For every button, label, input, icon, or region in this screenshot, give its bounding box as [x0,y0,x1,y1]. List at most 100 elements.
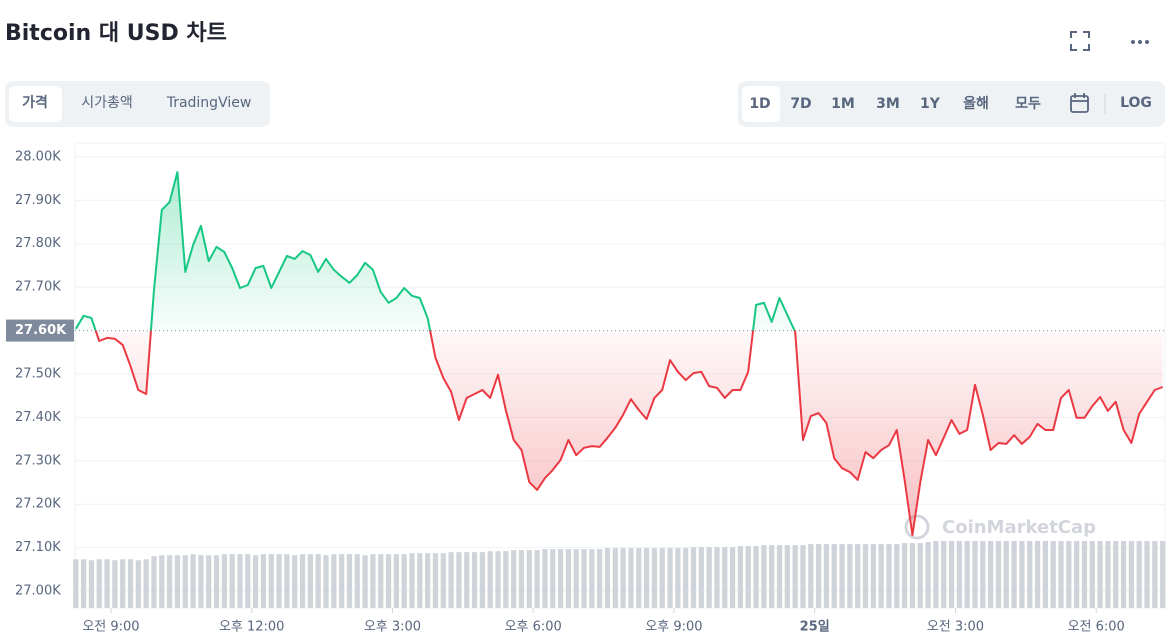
log-toggle[interactable]: LOG [1120,95,1152,111]
range-button[interactable]: 올해 [963,95,989,112]
volume-bar [761,545,767,608]
volume-bar [557,549,564,608]
y-tick-label: 27.90K [15,193,61,208]
range-button[interactable]: 1D [749,96,770,112]
volume-bar [878,544,884,608]
volume-bar [1019,541,1025,608]
volume-bar [518,550,525,608]
volume-bar [417,553,423,608]
volume-bar [198,555,204,608]
chart-title: Bitcoin 대 USD 차트 [5,21,227,46]
range-button[interactable]: 모두 [1015,96,1041,112]
volume-bar [988,541,994,608]
volume-bar [643,548,650,608]
volume-bar [542,549,548,608]
x-tick-label: 25일 [800,620,830,635]
volume-bar [1003,541,1009,608]
volume-bar [683,548,689,608]
volume-bar [902,543,908,608]
volume-bar [784,545,790,608]
tab-button[interactable]: 가격 [22,94,48,111]
volume-bar [268,554,274,608]
tab-button[interactable]: TradingView [166,95,252,111]
volume-bar [440,553,446,608]
volume-bar [331,554,337,608]
y-tick-label: 27.30K [15,453,61,468]
volume-bar [456,552,462,608]
volume-bar [471,552,478,608]
volume-bar [135,560,141,608]
y-tick-label: 27.50K [15,366,61,381]
volume-bar [925,542,931,608]
y-tick-label: 27.00K [15,584,61,599]
volume-bar [370,554,376,608]
fullscreen-icon[interactable] [1070,31,1090,51]
y-tick-label: 27.10K [15,540,61,555]
calendar-icon[interactable] [1070,93,1089,113]
volume-bar [1105,541,1111,608]
volume-bar [659,548,665,608]
tab-group [5,81,270,127]
volume-bar [127,559,134,608]
volume-bar [73,559,79,608]
y-tick-label: 27.80K [15,236,61,251]
volume-bar [597,549,603,608]
volume-bar [229,554,235,608]
x-tick-label: 오전 3:00 [927,620,984,635]
volume-bar [886,544,892,608]
volume-bar [870,544,876,608]
volume-bar [260,554,267,608]
volume-bar [589,549,595,608]
volume-bar [800,545,806,608]
volume-bar [745,546,751,608]
volume-bar [729,547,736,608]
volume-bar [612,548,618,608]
volume-bar [1011,541,1017,608]
tab-button[interactable]: 시가총액 [81,95,133,111]
volume-bar [378,554,384,608]
volume-bar [823,544,830,608]
volume-bar [776,545,783,608]
volume-bar [769,545,775,608]
range-button[interactable]: 3M [876,96,900,112]
y-tick-label: 28.00K [15,149,61,164]
volume-bar [464,552,470,608]
volume-bar [253,555,259,608]
volume-bar [88,560,95,608]
volume-bar [284,554,290,608]
volume-bar [479,552,485,608]
range-selected [742,86,780,122]
volume-bar [167,555,173,608]
volume-bar [737,546,744,608]
volume-bar [1128,541,1134,608]
volume-bar [714,547,720,608]
x-tick-label: 오후 9:00 [645,620,702,635]
volume-bar [346,554,353,608]
volume-bar [393,554,399,608]
volume-bar [425,553,431,608]
volume-bar [698,547,704,608]
volume-bar [816,544,822,608]
volume-bar [354,554,360,608]
range-button[interactable]: 1Y [920,96,941,112]
volume-bar [917,543,923,608]
volume-bar [1136,541,1142,608]
volume-bar [174,555,181,608]
volume-bar [206,555,212,608]
more-icon[interactable] [1131,40,1149,44]
range-button[interactable]: 1M [831,96,855,112]
volume-bar [948,541,955,608]
volume-bar [409,553,415,608]
volume-bar [120,559,126,608]
x-tick-label: 오후 12:00 [219,620,285,635]
volume-bar [1120,541,1127,608]
y-tick-label: 27.20K [15,497,61,512]
volume-bar [503,551,509,608]
volume-bar [1050,541,1056,608]
volume-bar [706,547,712,608]
volume-bar [839,544,845,608]
volume-bar [972,541,978,608]
range-button[interactable]: 7D [790,96,811,112]
price-line [74,171,1164,537]
volume-bar [151,556,157,608]
